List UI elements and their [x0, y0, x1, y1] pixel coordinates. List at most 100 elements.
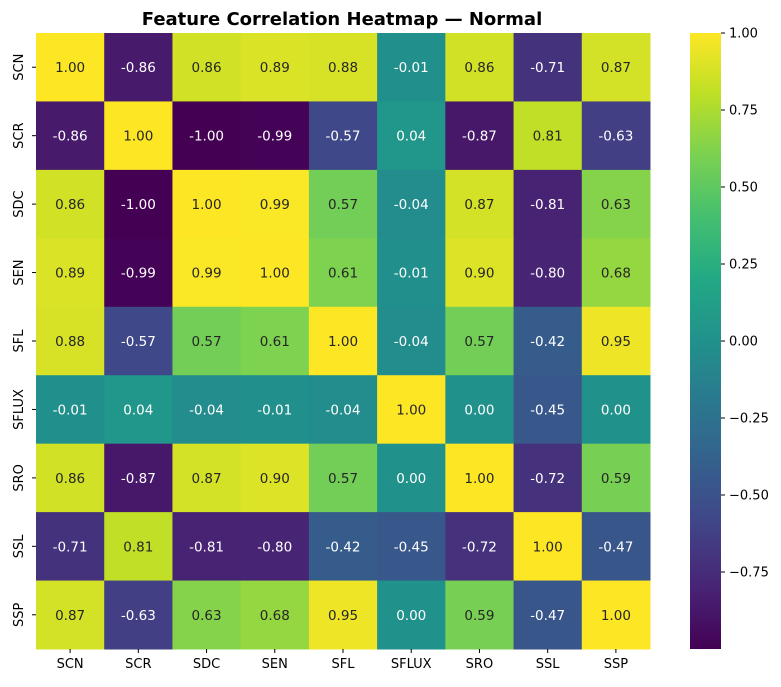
cell-value-label: -0.87 — [462, 129, 497, 145]
heatmap-cell — [172, 238, 242, 308]
y-tick-label: SFL — [12, 329, 27, 353]
cell-value-label: 0.59 — [464, 608, 494, 624]
heatmap-cell — [172, 33, 242, 102]
heatmap-cell — [445, 580, 515, 650]
cell-value-label: 0.57 — [328, 471, 358, 487]
heatmap-cell — [308, 443, 378, 513]
heatmap-cell — [36, 101, 105, 171]
cell-value-label: 0.68 — [260, 608, 290, 624]
heatmap-cell — [240, 512, 310, 582]
heatmap-cell — [581, 238, 651, 308]
y-axis: SCN SCR SDC SEN SFL SFLUX SRO SSL SSP — [12, 54, 36, 627]
cell-value-label: -0.81 — [530, 197, 565, 213]
heatmap-cell — [513, 443, 583, 513]
x-tick-label: SEN — [262, 657, 288, 672]
cell-value-label: -0.42 — [326, 539, 361, 555]
cell-value-label: 0.86 — [55, 197, 85, 213]
heatmap-cell — [513, 238, 583, 308]
cell-value-label: -0.87 — [121, 471, 156, 487]
heatmap-cell — [377, 306, 446, 376]
heatmap-cell — [513, 33, 583, 102]
heatmap-cell — [36, 33, 105, 102]
y-tick-label: SRO — [12, 464, 27, 492]
heatmap-cell — [581, 443, 651, 513]
cell-value-label: -1.00 — [189, 129, 224, 145]
heatmap-cell — [581, 306, 651, 376]
cell-value-label: 0.99 — [260, 197, 290, 213]
cell-value-label: 0.95 — [328, 608, 358, 624]
heatmap-cell — [36, 512, 105, 582]
cell-value-label: 1.00 — [464, 471, 494, 487]
cell-value-label: 0.63 — [192, 608, 222, 624]
heatmap-cell — [377, 238, 446, 308]
cell-value-label: 1.00 — [328, 334, 358, 350]
heatmap-cell — [36, 443, 105, 513]
cell-value-label: 0.89 — [55, 266, 85, 282]
heatmap-cell — [445, 33, 515, 102]
x-tick-label: SFLUX — [391, 657, 432, 672]
cell-value-label: 0.99 — [192, 266, 222, 282]
colorbar-tick-label: −0.50 — [729, 489, 769, 504]
x-tick-label: SDC — [193, 657, 220, 672]
cell-value-label: -0.04 — [326, 402, 361, 418]
cell-value-label: -0.63 — [121, 608, 156, 624]
cell-value-label: -0.72 — [530, 471, 565, 487]
heatmap-cell — [104, 375, 173, 445]
heatmap-cell — [172, 375, 242, 445]
heatmap-cell — [445, 512, 515, 582]
colorbar-tick-label: −0.25 — [729, 412, 769, 427]
heatmap-cell — [308, 101, 378, 171]
cell-value-label: 1.00 — [533, 539, 563, 555]
cell-value-label: 0.61 — [328, 266, 358, 282]
colorbar-tick-label: 0.25 — [729, 258, 758, 273]
heatmap-cell — [581, 512, 651, 582]
heatmap-cell — [36, 238, 105, 308]
heatmap-cell — [513, 101, 583, 171]
heatmap-cell — [377, 101, 446, 171]
cell-value-label: 0.59 — [601, 471, 631, 487]
cell-value-label: 0.86 — [55, 471, 85, 487]
heatmap-cell — [172, 512, 242, 582]
cell-value-label: 0.95 — [601, 334, 631, 350]
cell-value-label: 0.00 — [464, 402, 494, 418]
cell-value-label: 0.88 — [55, 334, 85, 350]
y-tick-label: SEN — [12, 259, 27, 285]
heatmap-cell — [308, 580, 378, 650]
heatmap-cell — [445, 101, 515, 171]
heatmap-cell — [581, 101, 651, 171]
cell-value-label: -0.01 — [394, 60, 429, 76]
cell-value-label: 0.00 — [396, 608, 426, 624]
cell-value-label: -0.86 — [121, 60, 156, 76]
heatmap-cell — [240, 169, 310, 239]
heatmap-cell — [377, 375, 446, 445]
cell-value-label: 0.81 — [533, 129, 563, 145]
cell-value-label: 0.87 — [601, 60, 631, 76]
heatmap-cell — [104, 512, 173, 582]
colorbar-tick-label: 0.50 — [729, 181, 758, 196]
cell-value-label: 0.61 — [260, 334, 290, 350]
heatmap-cell — [308, 306, 378, 376]
x-axis: SCN SCR SDC SEN SFL SFLUX SRO SSL SSP — [57, 649, 628, 672]
heatmap-cell — [308, 33, 378, 102]
heatmap-cell — [308, 375, 378, 445]
heatmap-cell — [172, 306, 242, 376]
y-tick-label: SSP — [12, 602, 27, 627]
cell-value-label: 0.87 — [55, 608, 85, 624]
heatmap-cell — [377, 580, 446, 650]
colorbar-tick-label: 1.00 — [729, 27, 758, 42]
colorbar-gradient — [690, 33, 721, 649]
heatmap-cell — [581, 375, 651, 445]
cell-value-label: -0.80 — [257, 539, 292, 555]
cell-value-label: -0.57 — [326, 129, 361, 145]
cell-value-label: -0.80 — [530, 266, 565, 282]
cell-value-label: 0.68 — [601, 266, 631, 282]
cell-value-label: 0.87 — [192, 471, 222, 487]
x-tick-label: SCN — [57, 657, 84, 672]
heatmap-cell — [445, 443, 515, 513]
cell-value-label: -0.81 — [189, 539, 224, 555]
heatmap-cell — [377, 169, 446, 239]
y-tick-label: SSL — [12, 534, 27, 559]
heatmap-cell — [581, 33, 651, 102]
heatmap-cell — [104, 238, 173, 308]
